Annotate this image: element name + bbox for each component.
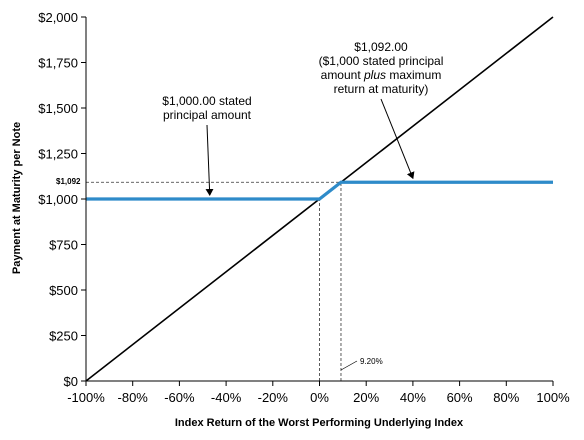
y-tick-label: $500	[49, 283, 78, 298]
x-tick-label: -60%	[164, 390, 195, 405]
y-tick-label: $1,250	[38, 147, 78, 162]
x-tick-label: -20%	[258, 390, 289, 405]
annotation-maximum-line-3: amount plus maximum	[321, 68, 442, 82]
y-tick-label: $0	[64, 374, 78, 389]
x-tick-label: -100%	[67, 390, 105, 405]
y-tick-label: $1,750	[38, 56, 78, 71]
y-marker-label: $1,092	[56, 177, 81, 186]
x-tick-label: 80%	[493, 390, 519, 405]
annotation-arrows	[205, 98, 415, 196]
annotation-maximum-line-3-c: maximum	[386, 68, 441, 82]
x-tick-label: -80%	[118, 390, 149, 405]
annotation-maximum: $1,092.00 ($1,000 stated principal amoun…	[319, 40, 444, 96]
annotation-maximum-line-2: ($1,000 stated principal	[319, 54, 444, 68]
y-tick-label: $250	[49, 329, 78, 344]
y-axis-title: Payment at Maturity per Note	[11, 122, 23, 274]
annotation-maximum-line-3-a: amount	[321, 68, 364, 82]
x-axis-title: Index Return of the Worst Performing Und…	[175, 417, 464, 429]
axes	[81, 16, 554, 386]
annotation-principal-arrow	[205, 124, 214, 196]
series-line-payment	[86, 180, 553, 201]
y-tick-label: $1,500	[38, 101, 78, 116]
annotation-principal-line-2: principal amount	[163, 108, 252, 122]
annotation-maximum-line-4: return at maturity)	[334, 82, 429, 96]
y-tick-label: $1,000	[38, 192, 78, 207]
annotation-maximum-arrow	[380, 98, 415, 180]
annotation-maximum-line-3-plus: plus	[363, 68, 386, 82]
x-tick-label: 100%	[536, 390, 570, 405]
x-marker-leader	[340, 360, 358, 371]
y-tick-label: $2,000	[38, 10, 78, 25]
y-tick-label: $750	[49, 238, 78, 253]
annotation-maximum-line-1: $1,092.00	[354, 40, 408, 54]
x-tick-label: -40%	[211, 390, 242, 405]
annotation-principal: $1,000.00 stated principal amount	[162, 94, 251, 122]
annotation-principal-line-1: $1,000.00 stated	[162, 94, 251, 108]
tick-labels: $0 $250 $500 $750 $1,000 $1,250 $1,500 $1,750 $2…	[38, 10, 570, 405]
x-marker-label: 9.20%	[360, 357, 383, 366]
x-tick-label: 40%	[400, 390, 426, 405]
plot-area	[85, 16, 554, 382]
x-tick-label: 0%	[310, 390, 329, 405]
x-tick-label: 60%	[447, 390, 473, 405]
x-tick-label: 20%	[353, 390, 379, 405]
